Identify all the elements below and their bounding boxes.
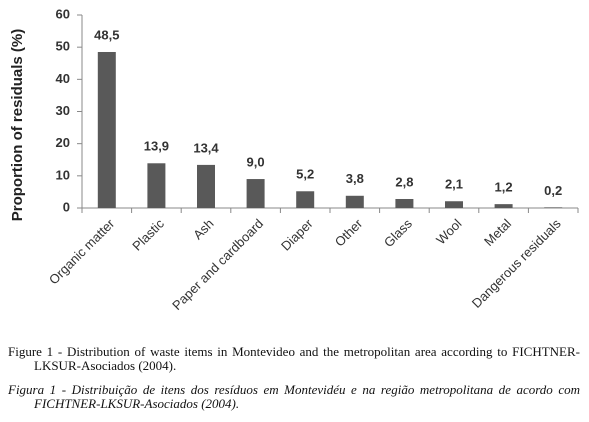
y-tick-label: 30 bbox=[56, 103, 70, 118]
value-label: 1,2 bbox=[495, 180, 513, 195]
bar bbox=[345, 195, 364, 208]
bar bbox=[494, 204, 513, 208]
value-label: 9,0 bbox=[247, 154, 265, 169]
value-label: 2,8 bbox=[395, 174, 413, 189]
x-tick-label: Wool bbox=[433, 216, 464, 247]
bar bbox=[395, 198, 414, 208]
value-label: 5,2 bbox=[296, 167, 314, 182]
bar bbox=[246, 179, 265, 208]
x-tick-label: Metal bbox=[481, 216, 514, 249]
x-tick-label: Other bbox=[332, 215, 366, 249]
y-tick-label: 40 bbox=[56, 71, 70, 86]
value-label: 2,1 bbox=[445, 177, 463, 192]
value-label: 13,9 bbox=[144, 139, 169, 154]
bar bbox=[445, 201, 463, 208]
value-label: 13,4 bbox=[193, 140, 219, 155]
bar bbox=[296, 191, 315, 208]
caption-en: Figure 1 - Distribution of waste items i… bbox=[8, 344, 580, 373]
y-tick-label: 0 bbox=[63, 199, 70, 214]
value-label: 3,8 bbox=[346, 171, 364, 186]
y-tick-label: 60 bbox=[56, 6, 70, 21]
x-tick-label: Plastic bbox=[129, 216, 167, 254]
value-label: 48,5 bbox=[94, 27, 119, 42]
x-tick-label: Diaper bbox=[278, 215, 316, 253]
x-tick-label: Dangerous residuals bbox=[469, 216, 564, 311]
y-tick-label: 20 bbox=[56, 135, 70, 150]
bar bbox=[544, 207, 563, 208]
x-tick-label: Organic matter bbox=[46, 215, 118, 287]
x-tick-label: Glass bbox=[381, 216, 415, 250]
value-label: 0,2 bbox=[544, 183, 562, 198]
bar bbox=[197, 164, 215, 208]
x-tick-label: Ash bbox=[190, 216, 216, 242]
caption-pt: Figura 1 - Distribuição de itens dos res… bbox=[8, 382, 580, 411]
y-tick-label: 10 bbox=[56, 167, 70, 182]
chart: Proportion of residuals (%) 0 10 20 30 40 50 6… bbox=[9, 6, 579, 313]
bar bbox=[147, 163, 166, 208]
x-tick-label: Paper and cardboard bbox=[169, 216, 266, 313]
y-axis-label: Proportion of residuals (%) bbox=[9, 29, 26, 222]
y-tick-label: 50 bbox=[56, 39, 70, 54]
bar bbox=[97, 51, 116, 208]
